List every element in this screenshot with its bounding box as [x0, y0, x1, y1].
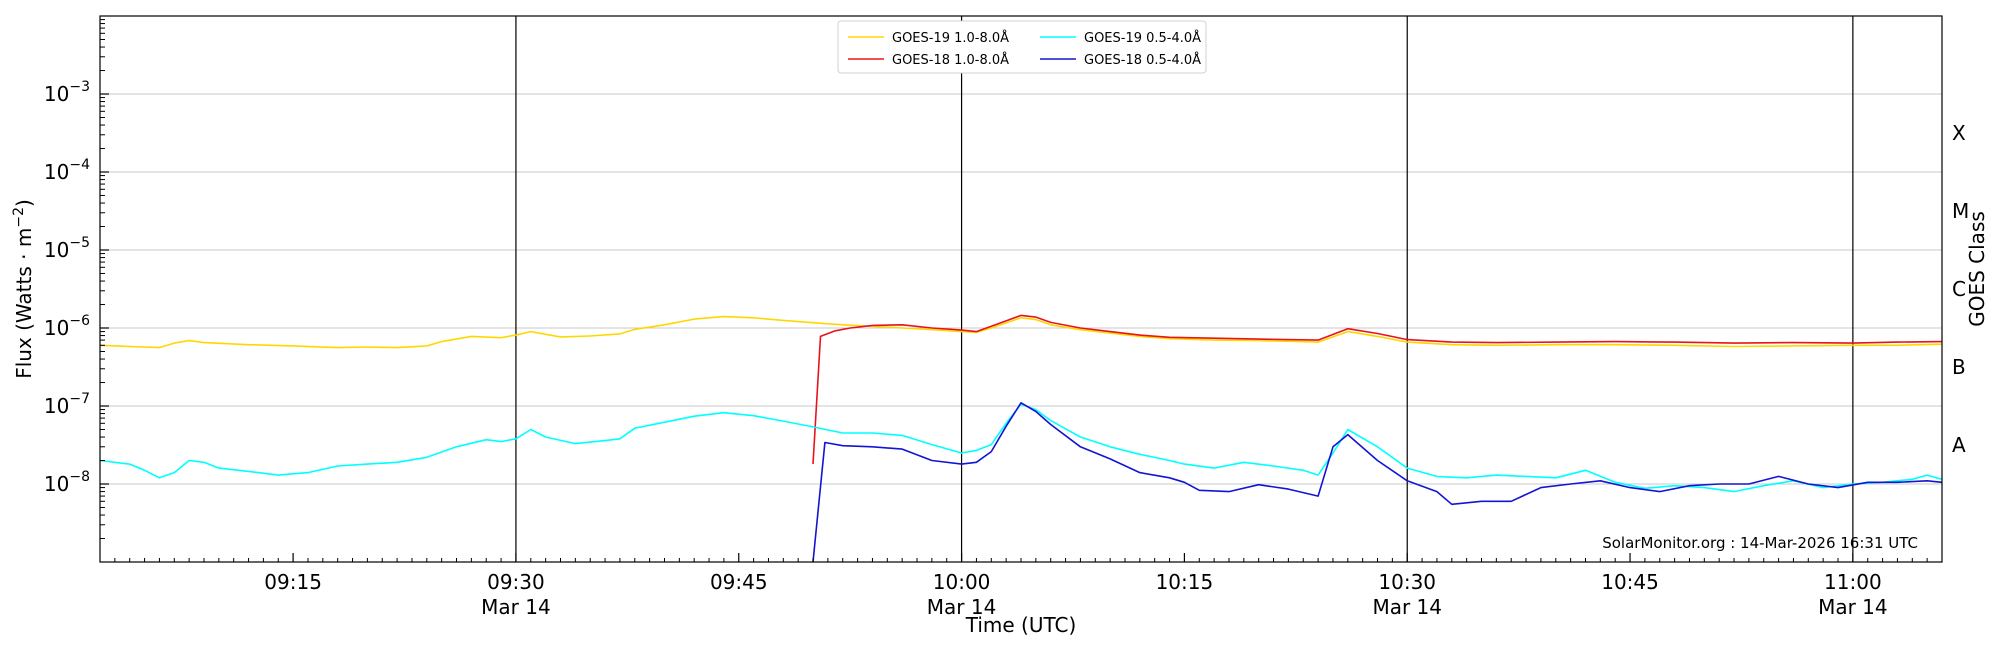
x-tick-label-6: 10:45 [1601, 570, 1659, 594]
y-tick-base: 10 [44, 82, 69, 106]
x-tick-label-4: 10:15 [1156, 570, 1214, 594]
goes-class-b: B [1952, 355, 1966, 379]
legend-entry-2: GOES-19 0.5-4.0Å [1084, 30, 1201, 46]
y-tick-base: 10 [44, 394, 69, 418]
goes-class-x: X [1952, 121, 1966, 145]
y-tick-base: 10 [44, 316, 69, 340]
series-line-1 [812, 314, 1943, 465]
y-tick-exponent: −4 [69, 157, 90, 173]
goes-class-labels: A B C M X [1952, 121, 1969, 457]
legend-entry-3: GOES-18 0.5-4.0Å [1084, 52, 1201, 68]
series-line-3 [812, 401, 1943, 563]
watermark-text: SolarMonitor.org : 14-Mar-2026 16:31 UTC [1602, 534, 1918, 552]
y-tick-base: 10 [44, 238, 69, 262]
day-marker-lines [515, 16, 1854, 562]
series-line-0 [99, 315, 1943, 349]
series-line-2 [99, 403, 1943, 493]
plot-frame [99, 15, 1943, 563]
x-axis-title: Time (UTC) [965, 613, 1077, 637]
x-tick-date-1: Mar 14 [481, 595, 551, 619]
legend-entry-0: GOES-19 1.0-8.0Å [892, 30, 1009, 46]
goes-class-a: A [1952, 433, 1966, 457]
x-tick-date-3: Mar 14 [927, 595, 997, 619]
y-tick-label-3: 10−5 [44, 235, 90, 262]
y-tick-exponent: −6 [69, 313, 90, 329]
x-tick-label-2: 09:45 [710, 570, 768, 594]
x-tick-label-7: 11:00 [1824, 570, 1882, 594]
y-tick-exponent: −8 [69, 469, 90, 485]
y-tick-exponent: −7 [69, 391, 90, 407]
goes-class-axis-title: GOES Class [1965, 211, 1989, 327]
y-tick-base: 10 [44, 160, 69, 184]
y-axis-title-main: Flux (Watts · m [12, 228, 36, 379]
y-tick-label-1: 10−7 [44, 391, 90, 418]
legend-box [837, 20, 1207, 74]
x-tick-label-0: 09:15 [264, 570, 322, 594]
goes-class-m: M [1952, 199, 1969, 223]
y-axis-title-close: ) [12, 199, 36, 207]
goes-class-c: C [1952, 277, 1966, 301]
series-lines [99, 314, 1943, 563]
x-tick-date-7: Mar 14 [1818, 595, 1888, 619]
x-tick-date-5: Mar 14 [1372, 595, 1442, 619]
x-tick-label-1: 09:30 [487, 570, 545, 594]
y-tick-exponent: −3 [69, 79, 90, 95]
y-tick-label-5: 10−3 [44, 79, 90, 106]
legend-entry-1: GOES-18 1.0-8.0Å [892, 52, 1009, 68]
y-tick-label-0: 10−8 [44, 469, 90, 496]
y-axis-title-exponent: −2 [11, 207, 27, 228]
x-tick-label-3: 10:00 [933, 570, 991, 594]
y-axis-ticks: 10−810−710−610−510−410−3 [44, 19, 109, 540]
y-tick-label-2: 10−6 [44, 313, 90, 340]
x-tick-label-5: 10:30 [1378, 570, 1436, 594]
y-tick-base: 10 [44, 472, 69, 496]
y-axis-title: Flux (Watts · m−2) [11, 199, 36, 379]
grid-lines [100, 93, 1942, 485]
legend: GOES-19 1.0-8.0Å GOES-18 1.0-8.0Å GOES-19 … [837, 20, 1207, 74]
y-tick-exponent: −5 [69, 235, 90, 251]
y-tick-label-4: 10−4 [44, 157, 90, 184]
